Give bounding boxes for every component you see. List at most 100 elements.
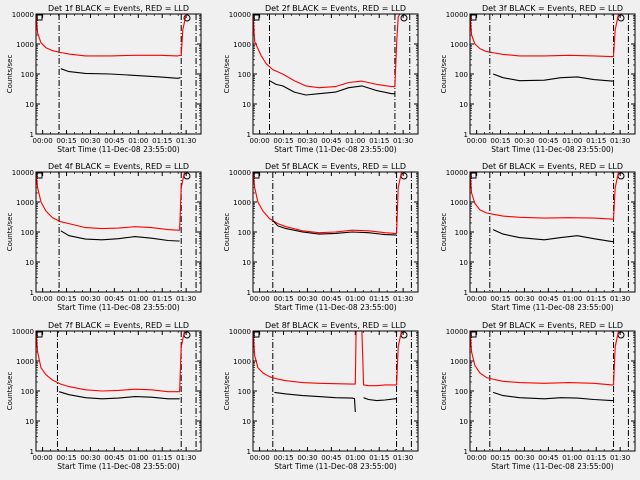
- events-series-line: [60, 68, 181, 79]
- y-tick-label: 1: [247, 289, 251, 297]
- x-tick-label: 00:00: [250, 454, 270, 462]
- x-tick-label: 00:00: [33, 295, 53, 303]
- x-tick-label: 01:30: [176, 454, 196, 462]
- y-tick-label: 100: [455, 388, 468, 396]
- chart-panel-4: Det 4f BLACK = Events, RED = LLD 1 10 100 10…: [6, 162, 202, 312]
- x-tick-label: 00:00: [467, 454, 487, 462]
- y-axis-label: Counts/sec: [6, 55, 14, 94]
- y-tick-label: 1: [247, 131, 251, 139]
- x-axis-label: Start Time (11-Dec-08 23:55:00): [491, 462, 613, 471]
- y-tick-label: 10: [25, 101, 34, 109]
- chart-title: Det 4f BLACK = Events, RED = LLD: [48, 162, 189, 171]
- x-tick-label: 00:30: [80, 137, 100, 145]
- y-tick-label: 10: [459, 101, 468, 109]
- y-tick-label: 10000: [446, 11, 468, 19]
- x-tick-label: 00:30: [297, 137, 317, 145]
- x-tick-label: 01:30: [610, 295, 630, 303]
- events-series-line: [492, 73, 614, 82]
- x-tick-label: 00:00: [467, 137, 487, 145]
- y-tick-label: 10000: [446, 169, 468, 177]
- x-tick-label: 00:30: [514, 454, 534, 462]
- x-tick-label: 01:00: [562, 137, 582, 145]
- y-tick-label: 1000: [233, 41, 251, 49]
- x-tick-label: 01:15: [152, 454, 172, 462]
- x-tick-label: 00:30: [80, 454, 100, 462]
- y-tick-label: 1: [464, 131, 468, 139]
- corner-circle-marker: [400, 172, 408, 180]
- x-tick-label: 00:45: [321, 454, 341, 462]
- x-tick-label: 01:30: [393, 454, 413, 462]
- x-tick-label: 01:00: [562, 454, 582, 462]
- x-tick-label: 00:45: [321, 137, 341, 145]
- x-tick-label: 01:30: [176, 295, 196, 303]
- x-tick-label: 00:15: [273, 295, 293, 303]
- chart-panel-7: Det 7f BLACK = Events, RED = LLD 1 10 100 10…: [6, 321, 202, 471]
- x-tick-label: 00:15: [56, 454, 76, 462]
- x-tick-label: 00:45: [538, 454, 558, 462]
- lld-series-line: [469, 330, 621, 386]
- x-tick-label: 01:15: [369, 454, 389, 462]
- x-tick-label: 01:30: [393, 137, 413, 145]
- y-tick-label: 100: [238, 229, 251, 237]
- x-tick-label: 00:15: [273, 454, 293, 462]
- y-tick-label: 100: [455, 229, 468, 237]
- x-tick-label: 01:00: [562, 295, 582, 303]
- x-tick-label: 00:45: [104, 295, 124, 303]
- chart-panel-2: Det 2f BLACK = Events, RED = LLD 1 10 100 10…: [223, 4, 419, 154]
- y-tick-label: 1000: [450, 358, 468, 366]
- y-tick-label: 100: [21, 229, 34, 237]
- x-axis-label: Start Time (11-Dec-08 23:55:00): [57, 145, 179, 154]
- x-tick-label: 00:15: [56, 295, 76, 303]
- x-tick-label: 00:45: [538, 295, 558, 303]
- plot-frame: [469, 171, 636, 293]
- y-axis-label: Counts/sec: [440, 55, 448, 94]
- x-tick-label: 00:00: [33, 137, 53, 145]
- y-axis-label: Counts/sec: [440, 372, 448, 411]
- corner-square-marker: [36, 331, 43, 338]
- corner-circle-marker: [183, 331, 191, 339]
- y-tick-label: 10: [25, 418, 34, 426]
- corner-circle-marker: [617, 14, 625, 22]
- x-tick-label: 01:15: [152, 295, 172, 303]
- events-series-line: [272, 220, 397, 236]
- x-tick-label: 00:45: [104, 454, 124, 462]
- events-series-line: [363, 397, 397, 402]
- lld-series-line: [35, 330, 188, 393]
- corner-square-marker: [470, 331, 477, 338]
- chart-panel-1: Det 1f BLACK = Events, RED = LLD 1 10 100 10…: [6, 4, 202, 154]
- x-tick-label: 01:00: [128, 454, 148, 462]
- y-tick-label: 1000: [16, 358, 34, 366]
- y-tick-label: 10: [242, 101, 251, 109]
- y-tick-label: 10000: [12, 11, 34, 19]
- corner-square-marker: [36, 14, 43, 21]
- x-tick-label: 00:15: [56, 137, 76, 145]
- x-tick-label: 01:15: [586, 454, 606, 462]
- x-tick-label: 00:30: [514, 295, 534, 303]
- corner-circle-marker: [400, 331, 408, 339]
- chart-title: Det 1f BLACK = Events, RED = LLD: [48, 4, 189, 13]
- x-tick-label: 00:45: [104, 137, 124, 145]
- y-tick-label: 10: [25, 259, 34, 267]
- x-tick-label: 01:30: [610, 137, 630, 145]
- y-tick-label: 10: [459, 259, 468, 267]
- plot-frame: [252, 330, 419, 452]
- events-series-line: [492, 391, 614, 402]
- x-tick-label: 00:45: [321, 295, 341, 303]
- y-tick-label: 100: [455, 71, 468, 79]
- y-tick-label: 1: [247, 448, 251, 456]
- corner-square-marker: [253, 172, 260, 179]
- x-tick-label: 00:30: [297, 295, 317, 303]
- y-tick-label: 1000: [16, 41, 34, 49]
- corner-circle-marker: [617, 172, 625, 180]
- x-tick-label: 00:00: [33, 454, 53, 462]
- chart-title: Det 9f BLACK = Events, RED = LLD: [482, 321, 623, 330]
- x-tick-label: 00:30: [80, 295, 100, 303]
- x-axis-label: Start Time (11-Dec-08 23:55:00): [57, 303, 179, 312]
- x-tick-label: 00:00: [250, 137, 270, 145]
- plot-frame: [469, 330, 636, 452]
- x-tick-label: 01:00: [128, 295, 148, 303]
- x-tick-label: 00:15: [490, 137, 510, 145]
- plot-frame: [252, 13, 419, 135]
- plot-frame: [35, 171, 202, 293]
- chart-title: Det 5f BLACK = Events, RED = LLD: [265, 162, 406, 171]
